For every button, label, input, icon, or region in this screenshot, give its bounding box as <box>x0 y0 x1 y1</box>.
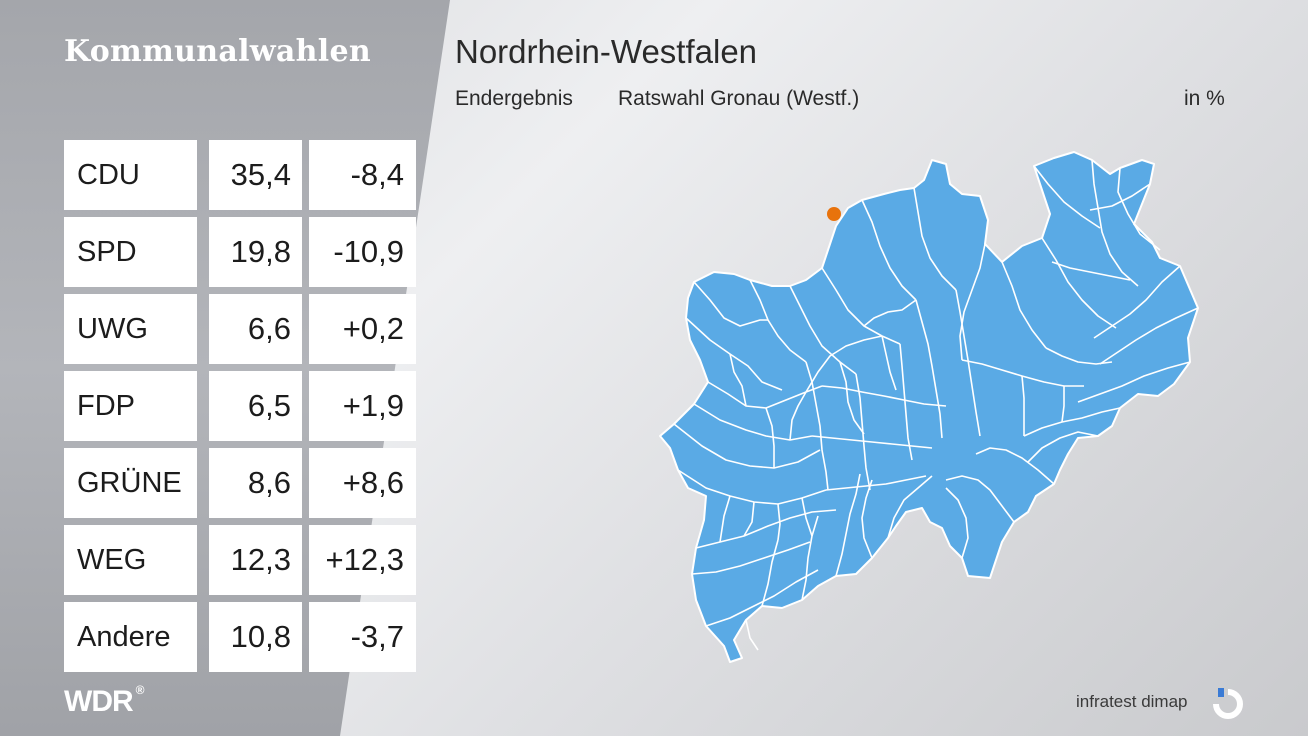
result-row-uwg: UWG 6,6 +0,2 <box>64 294 416 364</box>
result-row-weg: WEG 12,3 +12,3 <box>64 525 416 595</box>
party-name: UWG <box>64 294 197 364</box>
vote-change: +1,9 <box>309 371 416 441</box>
vote-share: 10,8 <box>209 602 302 672</box>
dimap-logo-icon <box>1213 688 1243 719</box>
party-name: FDP <box>64 371 197 441</box>
vote-share: 35,4 <box>209 140 302 210</box>
result-row-fdp: FDP 6,5 +1,9 <box>64 371 416 441</box>
nrw-map <box>659 151 1199 663</box>
result-row-cdu: CDU 35,4 -8,4 <box>64 140 416 210</box>
party-name: SPD <box>64 217 197 287</box>
section-title: Kommunalwahlen <box>64 34 371 69</box>
unit-label: in % <box>1184 87 1225 110</box>
registered-mark: ® <box>135 683 145 697</box>
location-marker <box>827 207 841 221</box>
vote-share: 12,3 <box>209 525 302 595</box>
vote-change: -10,9 <box>309 217 416 287</box>
result-row-gruene: GRÜNE 8,6 +8,6 <box>64 448 416 518</box>
district-borders <box>673 159 1199 651</box>
vote-share: 6,5 <box>209 371 302 441</box>
nrw-state-outline <box>659 151 1199 663</box>
party-name: WEG <box>64 525 197 595</box>
state-title: Nordrhein-Westfalen <box>455 33 758 70</box>
vote-share: 6,6 <box>209 294 302 364</box>
party-name: GRÜNE <box>64 448 197 518</box>
vote-change: -8,4 <box>309 140 416 210</box>
vote-change: -3,7 <box>309 602 416 672</box>
vote-change: +8,6 <box>309 448 416 518</box>
vote-change: +12,3 <box>309 525 416 595</box>
vote-share: 8,6 <box>209 448 302 518</box>
wdr-logo-text: WDR <box>64 685 134 718</box>
pollster-name: infratest dimap <box>1076 692 1188 711</box>
result-type: Endergebnis <box>455 87 573 110</box>
election-name: Ratswahl Gronau (Westf.) <box>618 87 860 110</box>
vote-share: 19,8 <box>209 217 302 287</box>
wdr-logo: WDR ® <box>64 683 145 719</box>
party-name: CDU <box>64 140 197 210</box>
vote-change: +0,2 <box>309 294 416 364</box>
result-row-spd: SPD 19,8 -10,9 <box>64 217 416 287</box>
party-name: Andere <box>64 602 197 672</box>
result-row-andere: Andere 10,8 -3,7 <box>64 602 416 672</box>
